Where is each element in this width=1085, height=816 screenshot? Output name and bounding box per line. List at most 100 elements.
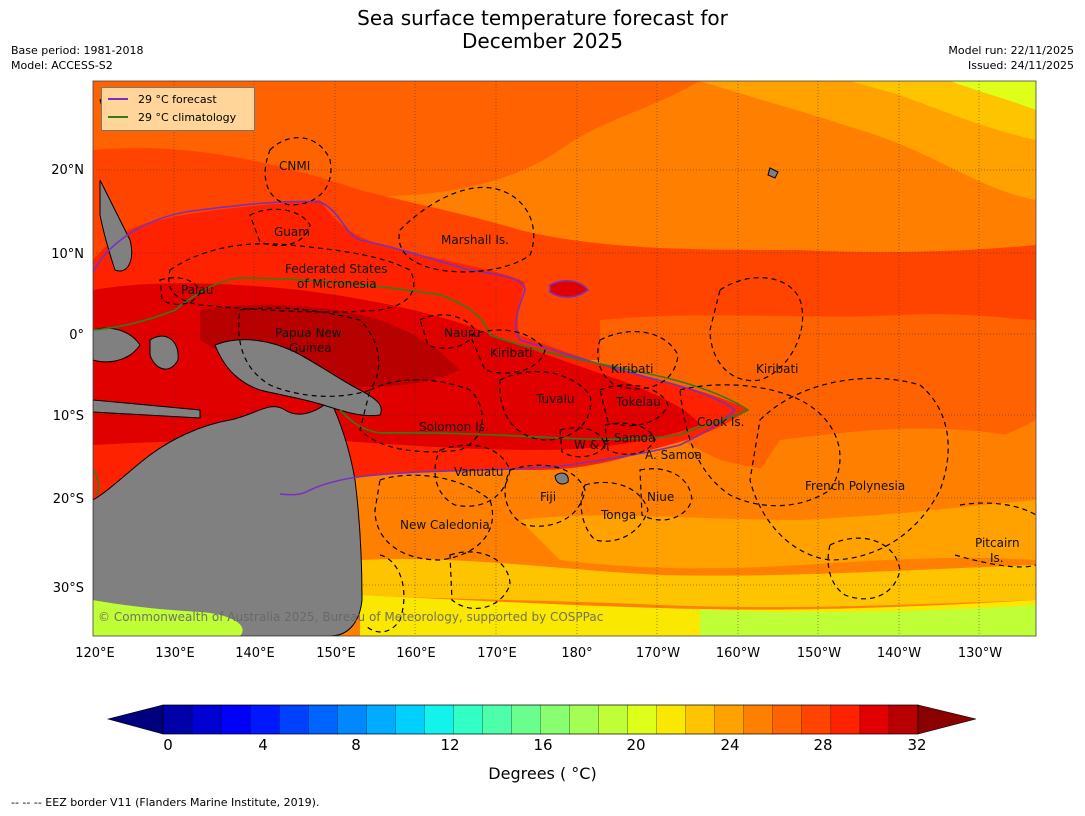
colorbar-cell bbox=[424, 704, 455, 735]
colorbar-cell bbox=[569, 704, 600, 735]
eez-pitcairn bbox=[954, 502, 1036, 568]
south-coast-band bbox=[93, 600, 243, 636]
colorbar-cell bbox=[453, 704, 484, 735]
colorbar-cell bbox=[511, 704, 542, 735]
eez-borders bbox=[159, 137, 1036, 633]
colorbar-cell bbox=[308, 704, 338, 735]
eez-new-caledonia bbox=[374, 474, 494, 561]
colorbar-title: Degrees ( °C) bbox=[488, 764, 597, 783]
eez-lord-howe bbox=[364, 554, 405, 633]
y-tick: 10°S bbox=[53, 409, 84, 424]
colorbar-cell bbox=[249, 704, 280, 735]
legend-climatology: 29 °C climatology bbox=[108, 110, 236, 124]
sst-map: CNMI Guam Marshall Is. Federated States … bbox=[51, 80, 1037, 661]
eez-guam bbox=[249, 208, 311, 247]
x-tick: 150°E bbox=[316, 646, 356, 661]
base-period: Base period: 1981-2018 bbox=[11, 44, 144, 57]
legend-forecast-label: 29 °C forecast bbox=[138, 92, 217, 106]
temp-band-18-south bbox=[700, 605, 1036, 636]
label-french-polynesia: French Polynesia bbox=[805, 479, 905, 493]
climatology-line-swatch bbox=[108, 116, 128, 118]
eez-kiribati-c bbox=[597, 331, 679, 390]
colorbar-cell bbox=[540, 704, 571, 735]
colorbar-cell bbox=[220, 704, 251, 735]
colorbar-cell bbox=[162, 704, 193, 735]
y-tick: 20°S bbox=[53, 492, 84, 507]
hawaii bbox=[767, 167, 779, 179]
x-tick: 150°W bbox=[797, 646, 841, 661]
label-png-1: Papua New bbox=[275, 326, 342, 340]
colorbar-tick: 16 bbox=[533, 736, 553, 754]
land bbox=[93, 94, 779, 636]
label-niue: Niue bbox=[647, 490, 674, 504]
label-asamoa: A. Samoa bbox=[645, 448, 702, 462]
legend-climatology-label: 29 °C climatology bbox=[138, 110, 237, 124]
colorbar-cell bbox=[366, 704, 396, 735]
eez-tonga bbox=[580, 481, 649, 542]
colorbar bbox=[106, 704, 977, 735]
eez-wf bbox=[559, 427, 606, 458]
eez-kiribati-w bbox=[469, 329, 546, 374]
colorbar-tick: 0 bbox=[163, 736, 173, 754]
eez-tuvalu bbox=[499, 370, 592, 441]
philippines bbox=[99, 179, 133, 272]
model-name: Model: ACCESS-S2 bbox=[11, 59, 113, 72]
label-fsm-1: Federated States bbox=[285, 262, 387, 276]
label-kiribati-e: Kiribati bbox=[756, 362, 798, 376]
copyright-watermark: © Commonwealth of Australia 2025, Bureau… bbox=[98, 610, 603, 624]
forecast-29c-contour-patch bbox=[549, 280, 590, 298]
colorbar-cell bbox=[482, 704, 513, 735]
colorbar-tick: 24 bbox=[720, 736, 740, 754]
eez-png bbox=[238, 307, 380, 397]
colorbar-cell bbox=[395, 704, 425, 735]
eez-vanuatu bbox=[434, 444, 511, 507]
eez-austral bbox=[827, 537, 901, 600]
x-tick: 180° bbox=[561, 646, 592, 661]
y-tick: 0° bbox=[69, 328, 84, 343]
y-axis: 20°N 10°N 0° 10°S 20°S 30°S bbox=[51, 163, 84, 596]
eez-cook bbox=[679, 384, 841, 507]
x-tick: 160°E bbox=[396, 646, 436, 661]
colorbar-cell bbox=[801, 704, 832, 735]
label-marshall: Marshall Is. bbox=[441, 233, 509, 247]
new-guinea bbox=[214, 339, 382, 417]
eez-palau bbox=[159, 277, 201, 306]
title-line-1: Sea surface temperature forecast for bbox=[357, 6, 728, 30]
eez-samoa bbox=[604, 422, 656, 455]
eez-kiribati-e bbox=[709, 277, 804, 382]
eez-fsm bbox=[168, 243, 415, 313]
colorbar-cell bbox=[627, 704, 658, 735]
label-pitcairn-1: Pitcairn bbox=[975, 536, 1020, 550]
colorbar-cell bbox=[859, 704, 890, 735]
climatology-29c-contour bbox=[93, 277, 750, 441]
model-run: Model run: 22/11/2025 bbox=[948, 44, 1074, 57]
colorbar-tick: 12 bbox=[440, 736, 460, 754]
eez-cnmi bbox=[264, 137, 332, 206]
y-tick: 30°S bbox=[53, 581, 84, 596]
label-cnmi: CNMI bbox=[279, 159, 310, 173]
fiji-island bbox=[554, 472, 569, 485]
label-samoa: Samoa bbox=[614, 431, 655, 445]
x-tick: 170°E bbox=[477, 646, 517, 661]
temp-band-22 bbox=[850, 81, 1036, 140]
label-palau: Palau bbox=[181, 283, 213, 297]
java-timor bbox=[93, 399, 201, 419]
label-cook: Cook Is. bbox=[697, 415, 744, 429]
label-fsm-2: of Micronesia bbox=[297, 277, 377, 291]
x-tick: 130°W bbox=[958, 646, 1002, 661]
colorbar-frame bbox=[162, 704, 919, 735]
label-fiji: Fiji bbox=[540, 490, 556, 504]
label-kiribati-w: Kiribati bbox=[490, 346, 532, 360]
eez-fiji bbox=[504, 464, 586, 527]
colorbar-tick: 8 bbox=[351, 736, 361, 754]
label-png-2: Guinea bbox=[289, 341, 332, 355]
colorbar-cell bbox=[743, 704, 774, 735]
eez-nauru bbox=[419, 314, 476, 349]
label-pitcairn-2: Is. bbox=[990, 551, 1004, 565]
colorbar-cell bbox=[191, 704, 222, 735]
title-line-2: December 2025 bbox=[462, 29, 623, 53]
x-tick: 160°W bbox=[716, 646, 760, 661]
y-tick: 10°N bbox=[51, 247, 84, 262]
colorbar-cell bbox=[656, 704, 687, 735]
colorbar-tick: 4 bbox=[258, 736, 268, 754]
